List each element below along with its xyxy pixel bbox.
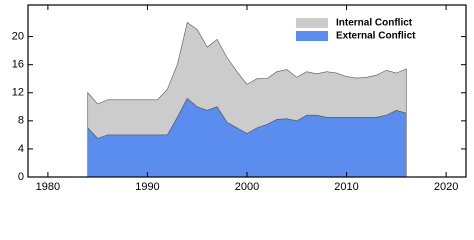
legend-swatch xyxy=(296,18,328,28)
page: 0 4 8 12 16 20 1980 1990 2000 2010 2020 Internal Co… xyxy=(11,4,467,193)
legend-swatch xyxy=(296,31,328,41)
x-tick-label: 1990 xyxy=(135,181,159,193)
x-tick-label: 2020 xyxy=(434,181,458,193)
x-tick-label: 1980 xyxy=(36,181,60,193)
y-tick-label: 4 xyxy=(18,143,24,155)
y-tick-label: 20 xyxy=(12,30,24,42)
legend-label: Internal Conflict xyxy=(336,18,413,29)
x-tick-label: 2010 xyxy=(334,181,358,193)
y-tick-label: 0 xyxy=(18,171,24,183)
area xyxy=(87,22,407,139)
chart: 0 4 8 12 16 20 1980 1990 2000 2010 2020 Internal Co… xyxy=(12,4,467,193)
y-tick-label: 12 xyxy=(12,87,24,99)
legend-label: External Conflict xyxy=(336,31,416,42)
y-tick-label: 8 xyxy=(18,115,24,127)
x-tick-label: 2000 xyxy=(235,181,259,193)
y-tick-label: 16 xyxy=(12,59,24,71)
